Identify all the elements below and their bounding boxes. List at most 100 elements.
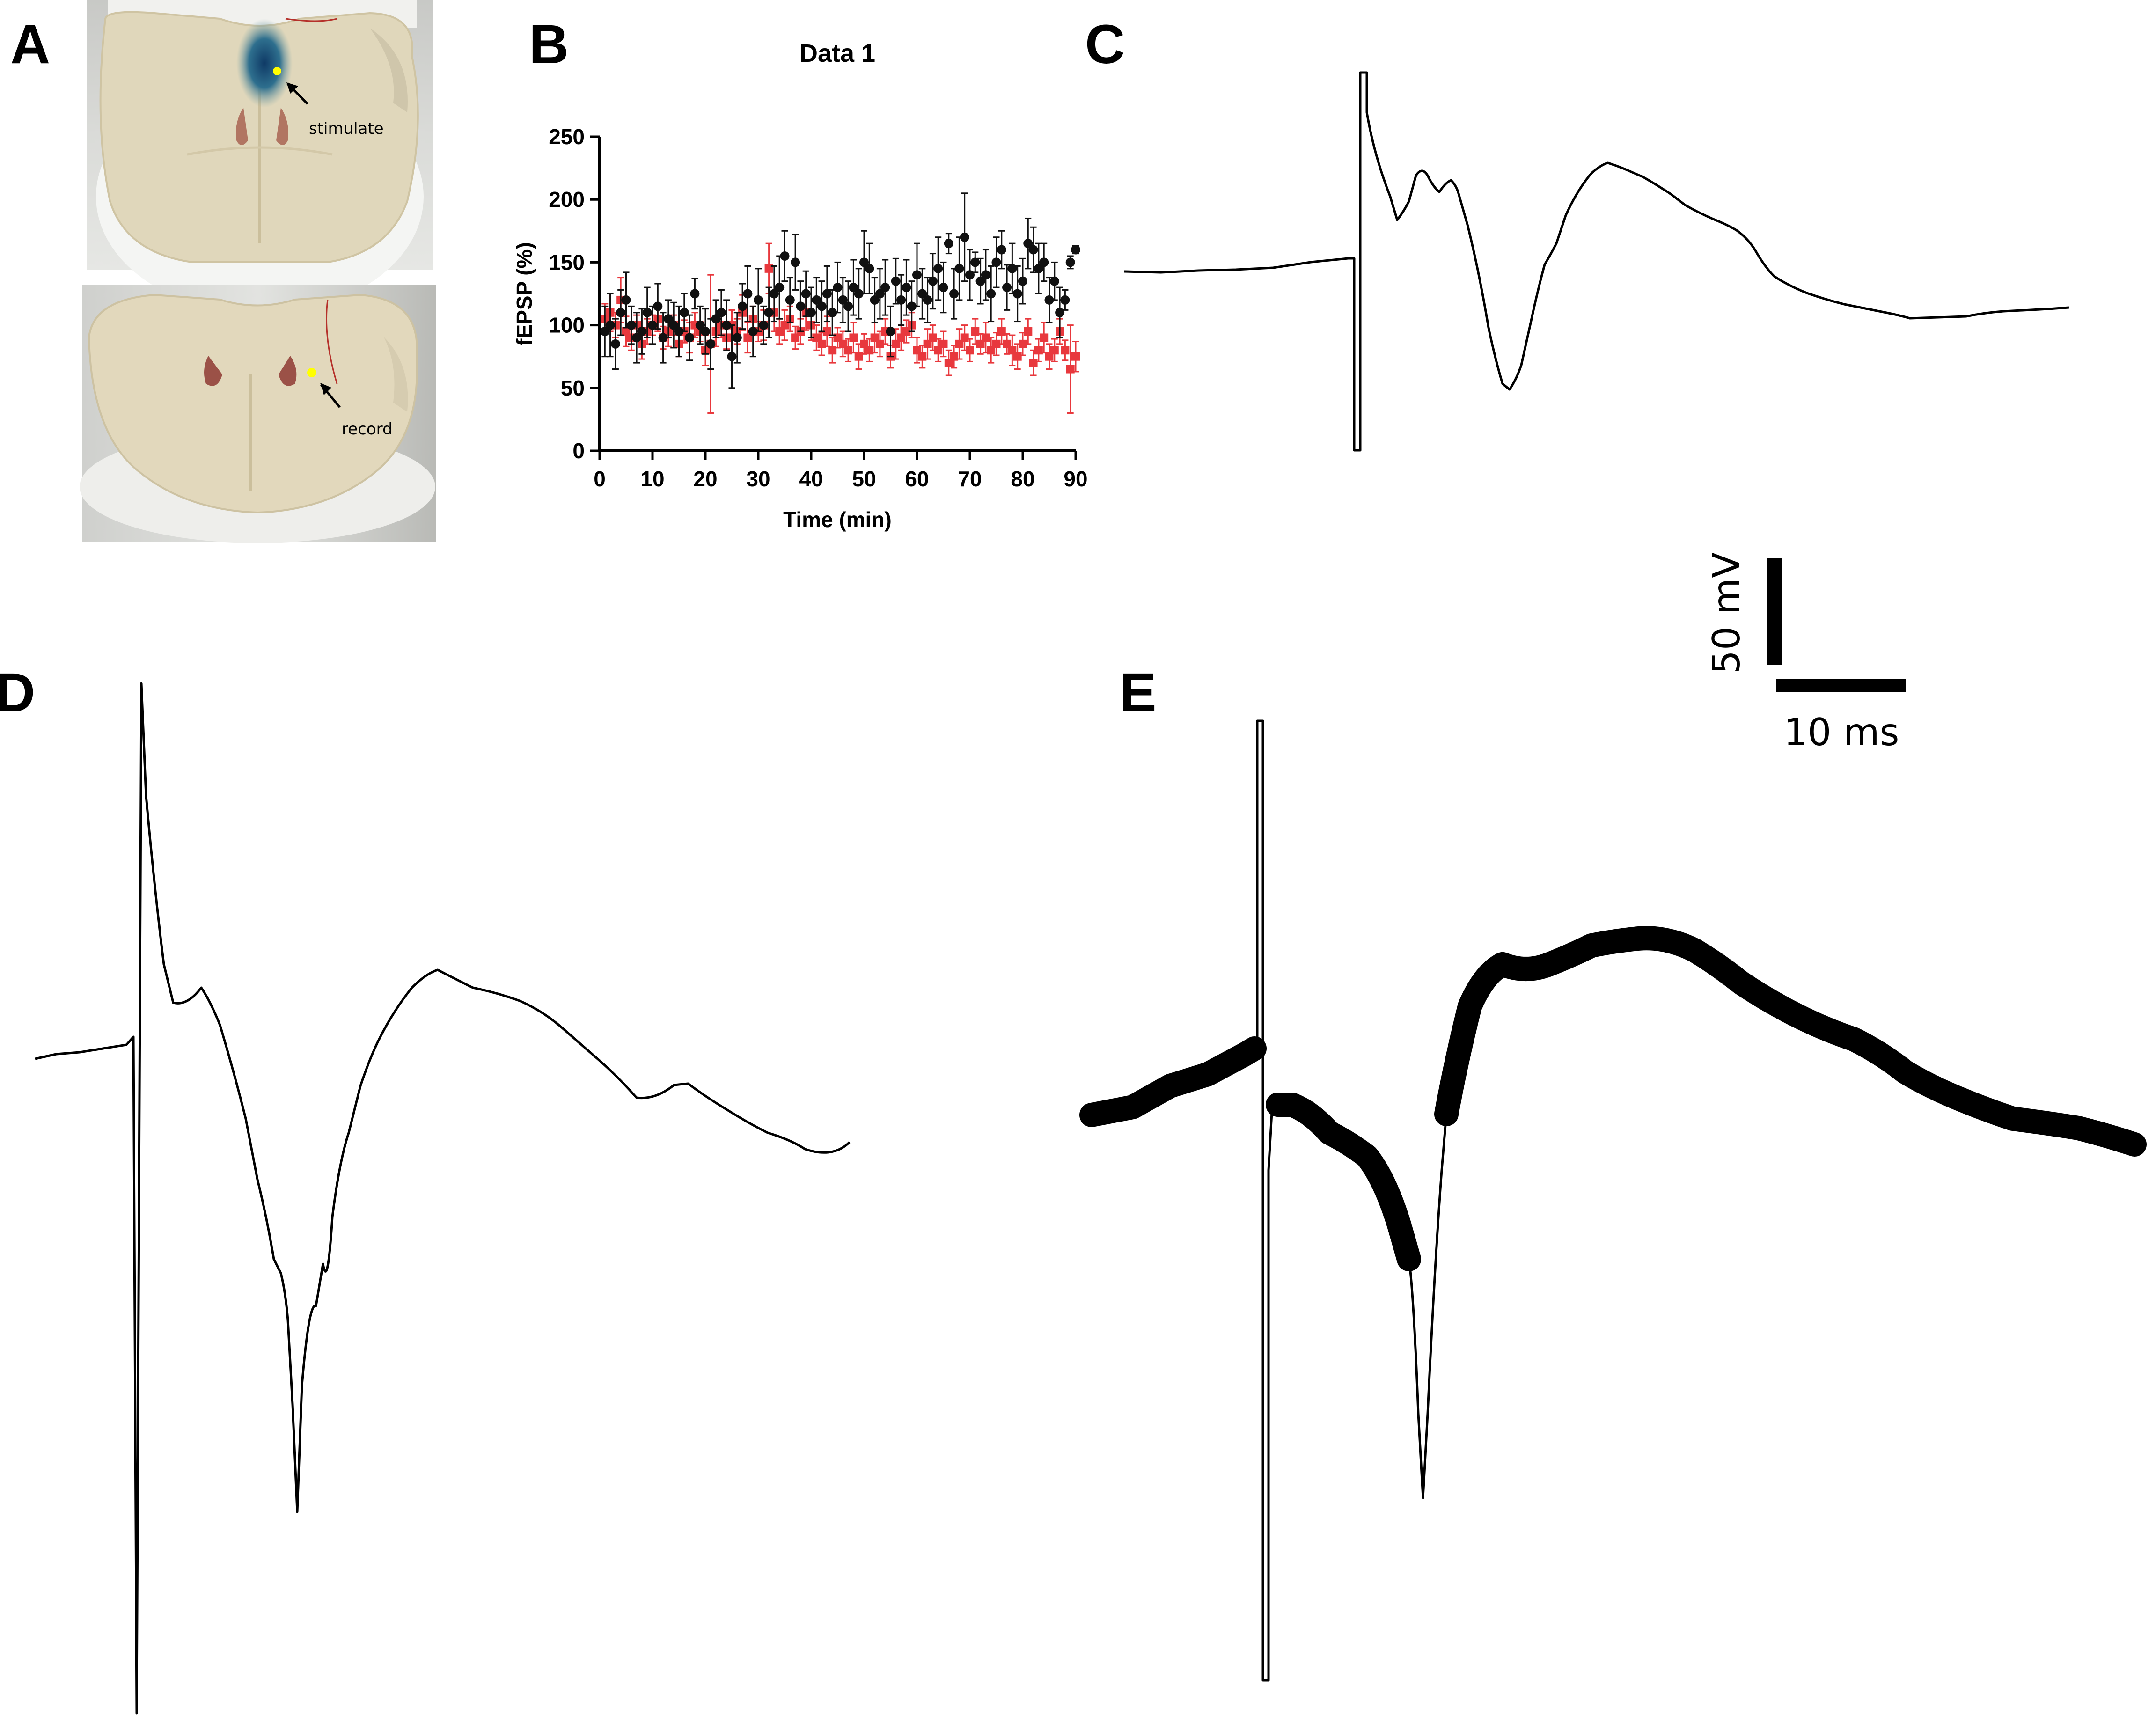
data-point — [679, 308, 689, 317]
data-point — [801, 289, 811, 299]
data-point — [1002, 283, 1012, 293]
data-point — [886, 327, 895, 337]
data-point — [828, 308, 837, 317]
data-point — [1023, 239, 1033, 249]
trace-e-band — [1079, 926, 2147, 1271]
y-tick-label: 50 — [561, 376, 585, 400]
data-point — [1028, 245, 1038, 255]
data-point — [854, 289, 864, 299]
data-point — [849, 333, 858, 342]
panel-letter-a: A — [10, 14, 50, 75]
record-label: record — [342, 420, 393, 439]
data-point — [859, 257, 869, 267]
stimulate-marker — [273, 67, 281, 75]
data-point — [843, 301, 853, 311]
x-tick-label: 50 — [852, 467, 876, 491]
data-point — [981, 270, 990, 280]
data-point — [738, 301, 748, 311]
x-axis-label: Time (min) — [783, 507, 892, 532]
photo-stimulate: stimulate — [87, 0, 433, 314]
data-point — [849, 283, 858, 293]
panel-letter-e: E — [1120, 662, 1157, 724]
data-point — [880, 283, 890, 293]
y-tick-label: 200 — [549, 187, 585, 212]
data-point — [711, 314, 721, 324]
data-point — [1044, 295, 1054, 305]
data-point — [875, 289, 885, 299]
y-tick-label: 250 — [549, 125, 585, 149]
data-point — [997, 245, 1006, 255]
data-point — [616, 308, 626, 317]
data-point — [632, 333, 642, 343]
x-tick-label: 40 — [799, 467, 823, 491]
data-point — [1012, 289, 1022, 299]
data-point — [674, 327, 684, 337]
chart-b: Data 1 0 10 20 30 40 50 60 70 80 90 0 50 100 150 200 25… — [512, 39, 1088, 532]
data-point — [891, 276, 901, 286]
data-point — [807, 308, 816, 317]
data-point — [1055, 308, 1065, 317]
data-point — [928, 276, 938, 286]
data-point — [769, 289, 779, 299]
data-point — [621, 295, 631, 305]
data-point — [928, 333, 937, 342]
y-tick-label: 100 — [549, 313, 585, 337]
data-point — [605, 320, 615, 330]
data-point — [939, 339, 948, 348]
x-tick-label: 60 — [905, 467, 929, 491]
data-point — [870, 295, 880, 305]
data-point — [1065, 257, 1075, 267]
data-point — [642, 308, 652, 317]
data-point — [896, 295, 906, 305]
data-point — [933, 264, 943, 273]
data-point — [986, 289, 996, 299]
data-point — [944, 239, 953, 249]
data-point — [902, 283, 911, 293]
stimulate-label: stimulate — [309, 119, 384, 138]
data-point — [1049, 276, 1059, 286]
data-point — [875, 339, 884, 348]
data-point — [1071, 352, 1080, 361]
chart-axes — [598, 137, 1076, 452]
x-tick-label: 10 — [640, 467, 664, 491]
scale-bar-vertical — [1767, 558, 1782, 665]
trace-e-line — [1254, 719, 1448, 1682]
series-2 — [600, 192, 1080, 389]
data-point — [975, 276, 985, 286]
data-point — [960, 232, 969, 242]
data-point — [822, 289, 832, 299]
x-tick-label: 30 — [746, 467, 770, 491]
y-tick-label: 0 — [572, 439, 585, 463]
data-point — [727, 352, 737, 361]
trace-c — [1124, 71, 2069, 452]
data-point — [923, 295, 932, 305]
data-point — [648, 320, 657, 330]
data-point — [653, 301, 663, 311]
data-point — [1061, 346, 1070, 355]
data-point — [626, 320, 636, 330]
x-tick-label: 0 — [594, 467, 606, 491]
x-tick-label: 20 — [693, 467, 717, 491]
data-point — [1007, 264, 1017, 273]
data-point — [1018, 276, 1027, 286]
data-point — [1040, 333, 1049, 342]
data-point — [1039, 257, 1049, 267]
data-point — [722, 320, 732, 330]
data-point — [1019, 339, 1027, 348]
data-point — [637, 327, 647, 337]
data-point — [754, 295, 763, 305]
data-point — [1024, 327, 1033, 336]
data-point — [812, 295, 821, 305]
data-point — [939, 283, 948, 293]
scale-bar-horizontal — [1776, 679, 1906, 692]
x-tick-label: 90 — [1063, 467, 1087, 491]
scale-voltage-label: 50 mV — [1705, 552, 1748, 674]
data-point — [917, 289, 927, 299]
data-point — [780, 251, 790, 261]
data-point — [838, 295, 848, 305]
data-point — [690, 289, 700, 299]
panel-letter-c: C — [1085, 14, 1125, 75]
data-point — [685, 333, 695, 343]
y-axis-label: fEPSP (%) — [512, 242, 536, 346]
